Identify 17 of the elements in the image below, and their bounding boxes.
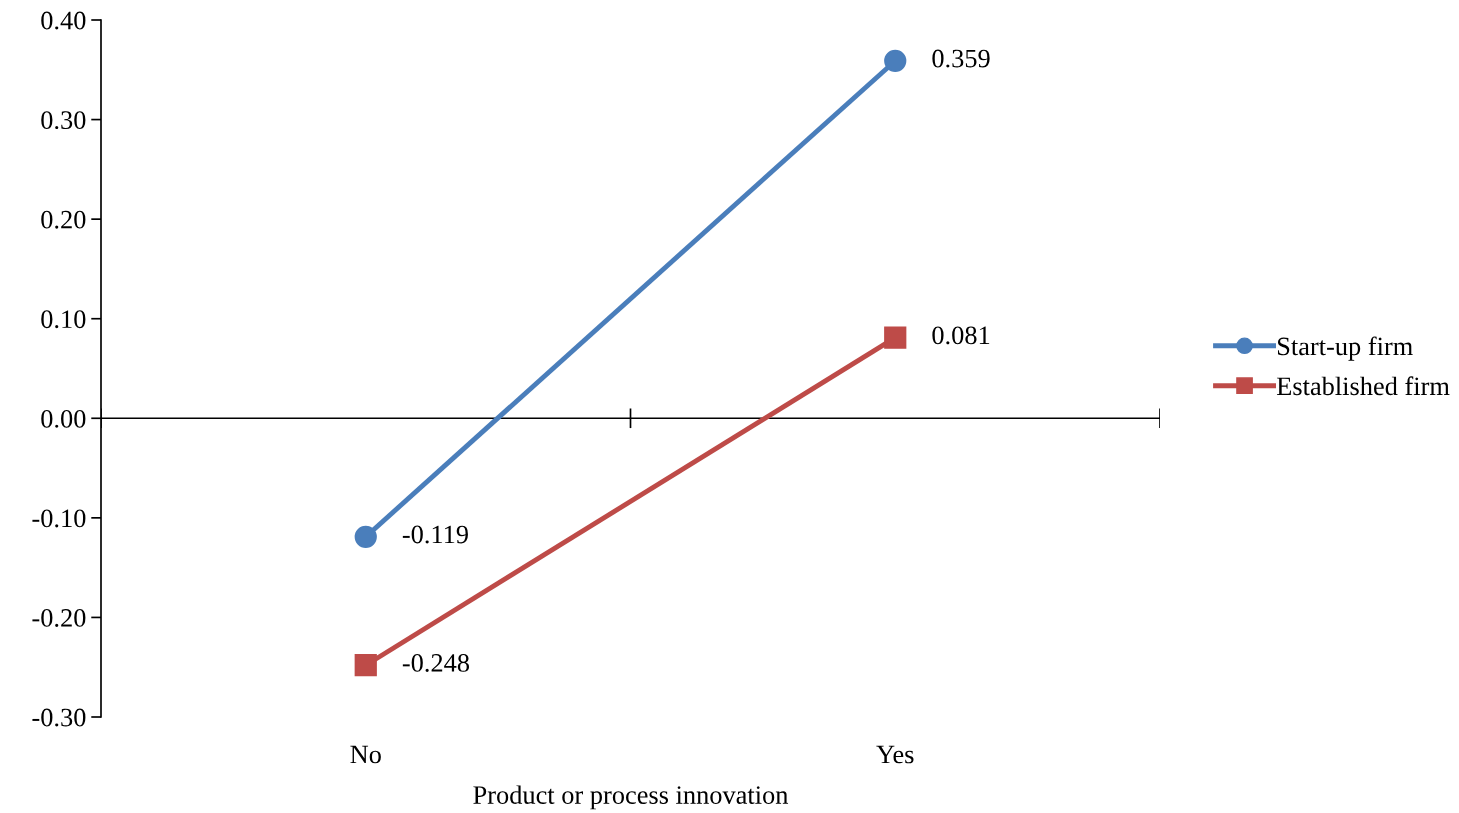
x-tick-label: No bbox=[350, 745, 381, 764]
y-tick-label: 0.00 bbox=[41, 409, 86, 428]
y-tick-label: -0.10 bbox=[32, 509, 86, 528]
data-label: -0.248 bbox=[402, 654, 470, 672]
y-tick-label: 0.30 bbox=[41, 111, 86, 130]
y-tick-label: 0.10 bbox=[41, 310, 86, 329]
y-tick-label: 0.20 bbox=[41, 210, 86, 229]
y-tick-label: 0.40 bbox=[41, 11, 86, 30]
data-label: -0.119 bbox=[402, 525, 468, 544]
y-tick-label: -0.30 bbox=[32, 708, 86, 727]
x-axis-title: Product or process innovation bbox=[473, 785, 789, 810]
legend-label: Start-up firm bbox=[1277, 336, 1413, 361]
data-label: 0.359 bbox=[932, 49, 990, 68]
legend-label: Established firm bbox=[1276, 376, 1450, 396]
x-tick-label: Yes bbox=[876, 745, 914, 764]
y-tick-label: -0.20 bbox=[32, 609, 86, 627]
data-label: 0.081 bbox=[932, 326, 990, 345]
